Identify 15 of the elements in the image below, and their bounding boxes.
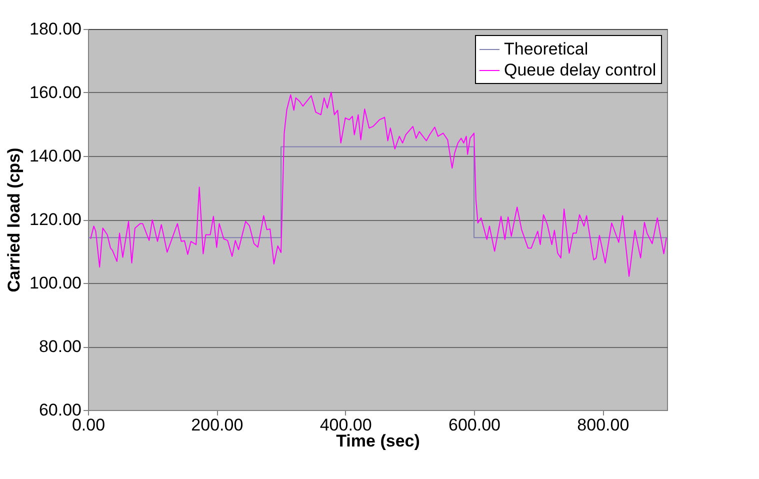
line-series [90, 92, 667, 277]
y-tick-label: 80.00 [38, 337, 82, 356]
y-tick-label: 160.00 [30, 83, 82, 102]
x-axis-title: Time (sec) [336, 432, 420, 450]
x-tick-label: 400.00 [320, 416, 372, 434]
y-tick-label: 120.00 [30, 210, 82, 229]
x-tick-label: 800.00 [577, 416, 630, 434]
legend-label: Theoretical [504, 40, 588, 58]
y-tick-label: 140.00 [30, 146, 82, 166]
x-tick-label: 200.00 [191, 416, 244, 434]
x-tick-label: 600.00 [448, 416, 500, 434]
y-axis-title: Carried load (cps) [4, 148, 24, 292]
y-tick-label: 180.00 [30, 20, 82, 38]
legend-label: Queue delay control [504, 60, 656, 80]
y-tick-label: 100.00 [30, 274, 82, 292]
